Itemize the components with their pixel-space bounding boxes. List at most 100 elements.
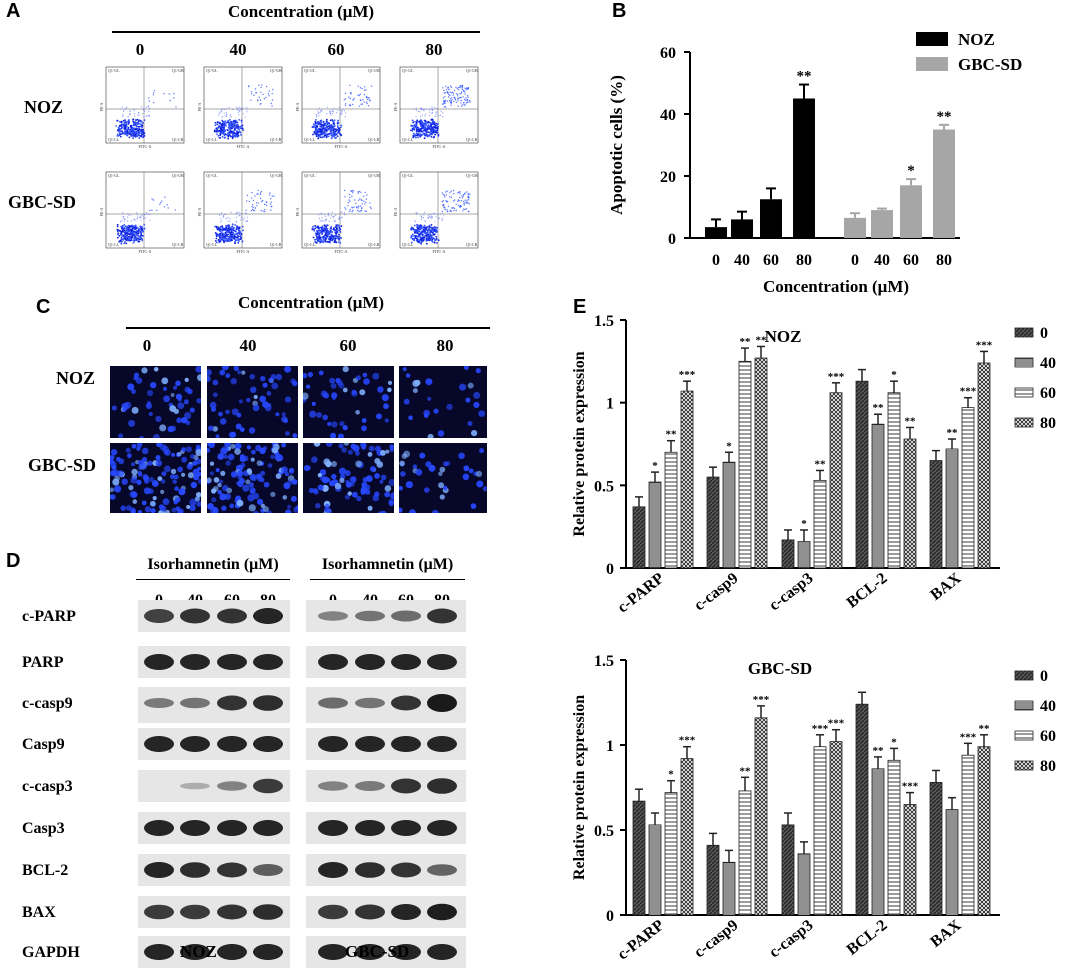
blot-band — [180, 782, 210, 790]
e-significance: *** — [679, 735, 696, 747]
blot-band — [427, 736, 457, 752]
flow-x-axis: FITC-A — [237, 249, 250, 254]
b-bar — [871, 210, 893, 238]
e-bar — [706, 844, 720, 916]
flow-plot: Q1-UL Q1-UR Q1-LL Q1-LR FITC-A PE-A — [296, 63, 382, 149]
e-legend-swatch — [1014, 670, 1034, 681]
blot-strip — [306, 728, 466, 760]
e-x-tick-label: c-casp9 — [691, 570, 741, 615]
e-bar — [829, 741, 843, 916]
blot-band — [427, 608, 457, 624]
e-legend-label: 80 — [1040, 758, 1056, 775]
blot-band — [427, 820, 457, 836]
blot-band — [144, 944, 174, 960]
flow-quad-label: Q1-UR — [172, 68, 184, 73]
flow-quad-label: Q1-LR — [172, 137, 184, 142]
b-x-label: Concentration (μM) — [763, 277, 909, 296]
blot-band — [253, 864, 283, 876]
e-legend-swatch — [1014, 730, 1034, 741]
flow-quad-label: Q1-LL — [108, 242, 120, 247]
e-bar — [781, 539, 795, 569]
panel-c-row-noz: NOZ — [56, 368, 96, 388]
e-y-tick-label: 1 — [606, 738, 614, 755]
flow-quad-label: Q1-LR — [368, 242, 380, 247]
blot-band — [144, 698, 174, 708]
e-significance: *** — [812, 723, 829, 735]
blot-band — [253, 736, 283, 752]
e-significance: *** — [828, 371, 845, 383]
blot-band — [318, 781, 348, 791]
blot-band — [318, 820, 348, 836]
panel-d-protein-label: PARP — [22, 654, 64, 671]
b-y-tick-label: 60 — [660, 45, 676, 62]
blot-strip — [138, 687, 290, 723]
flow-quad-label: Q1-UL — [206, 68, 218, 73]
e-legend-label: 60 — [1040, 728, 1056, 745]
e-significance: * — [891, 369, 897, 381]
e-bar — [648, 824, 662, 916]
blot-band — [253, 695, 283, 711]
e-significance: * — [668, 769, 674, 781]
e-x-tick-label: BAX — [927, 916, 964, 950]
blot-band — [391, 778, 421, 794]
flow-x-axis: FITC-A — [237, 144, 250, 149]
blot-band — [391, 904, 421, 920]
panel-d-protein-label: c-PARP — [22, 608, 76, 625]
e-legend-label: 0 — [1040, 668, 1048, 685]
e-significance: ** — [979, 723, 991, 735]
blot-strip — [306, 600, 466, 632]
blot-band — [180, 608, 210, 624]
e-significance: *** — [976, 339, 993, 351]
blot-band — [355, 654, 385, 670]
blot-band — [427, 778, 457, 794]
blot-band — [217, 862, 247, 878]
blot-band — [253, 778, 283, 794]
e-significance: ** — [740, 336, 752, 348]
e-y-tick-label: 1.5 — [594, 653, 614, 670]
e-x-tick-label: BAX — [927, 569, 964, 603]
panel-c-col-label: 60 — [339, 336, 357, 355]
blot-band — [144, 736, 174, 752]
e-x-tick-label: BCL-2 — [844, 570, 891, 612]
b-bar — [900, 185, 922, 238]
e-significance: *** — [753, 694, 770, 706]
e-bar — [977, 746, 991, 916]
blot-strip — [306, 854, 466, 886]
e-legend-label: 80 — [1040, 415, 1056, 432]
flow-x-axis: FITC-A — [335, 144, 348, 149]
b-x-tick-label: 80 — [796, 252, 812, 269]
b-y-tick-label: 40 — [660, 107, 676, 124]
flow-x-axis: FITC-A — [139, 144, 152, 149]
b-legend-label: NOZ — [958, 30, 995, 49]
e-legend-label: 40 — [1040, 355, 1056, 372]
blot-band — [318, 654, 348, 670]
e-bar — [871, 768, 885, 916]
e-significance: *** — [902, 781, 919, 793]
blot-band — [391, 862, 421, 878]
flow-quad-label: Q1-LL — [206, 242, 218, 247]
e-significance: * — [726, 440, 732, 452]
blot-band — [318, 736, 348, 752]
flow-quad-label: Q1-LR — [270, 137, 282, 142]
panel-c-col-label: 40 — [239, 336, 257, 355]
blot-band — [355, 820, 385, 836]
panel-c-row-gbcsd: GBC-SD — [28, 455, 97, 475]
flow-x-axis: FITC-A — [139, 249, 152, 254]
blot-band — [180, 736, 210, 752]
blot-band — [217, 904, 247, 920]
b-x-tick-label: 0 — [712, 252, 720, 269]
panel-d-protein-label: c-casp9 — [22, 695, 73, 712]
flow-plot: Q1-UL Q1-UR Q1-LL Q1-LR FITC-A PE-A — [100, 168, 186, 254]
flow-quad-label: Q1-UL — [402, 173, 414, 178]
panel-d-label: D — [6, 550, 21, 572]
e-bar — [829, 392, 843, 569]
blot-band — [253, 608, 283, 624]
blot-band — [318, 697, 348, 709]
panel-a-col-label: 40 — [229, 40, 247, 59]
panel-a-col-label: 0 — [135, 40, 145, 59]
blot-band — [427, 903, 457, 921]
b-legend-label: GBC-SD — [958, 55, 1022, 74]
micrograph — [110, 366, 201, 438]
e-bar — [961, 754, 975, 916]
